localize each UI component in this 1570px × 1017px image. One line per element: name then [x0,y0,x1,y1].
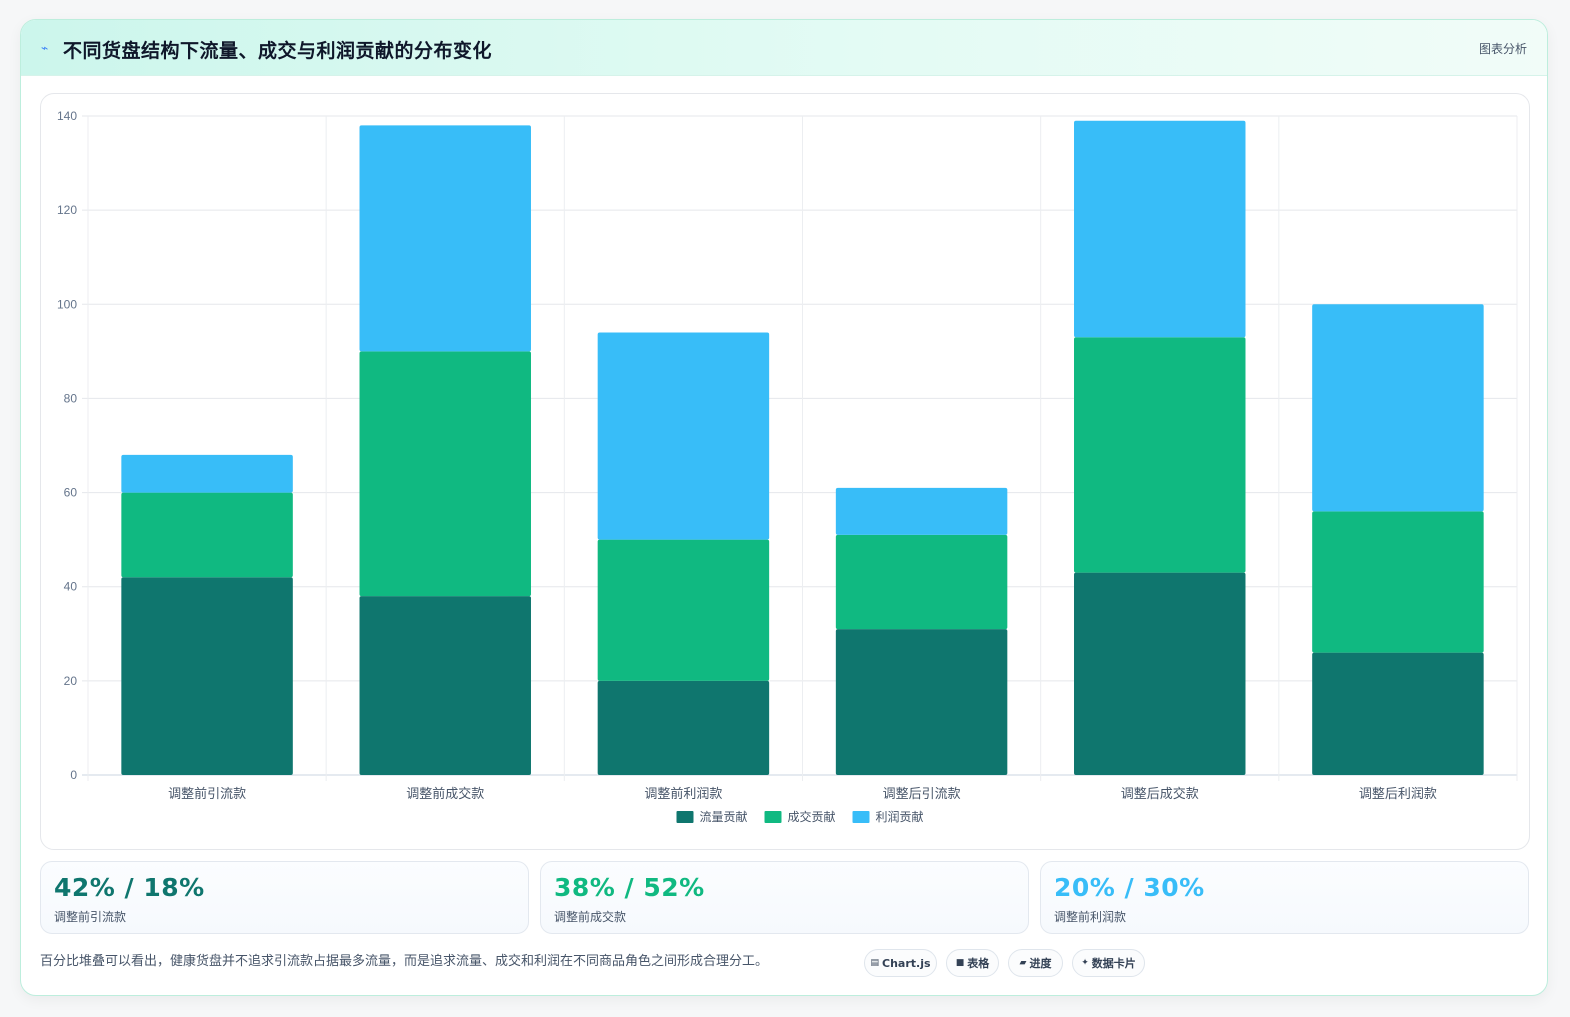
bar-segment [1074,120,1246,338]
bar-segment [121,492,293,578]
footnote: 百分比堆叠可以看出，健康货盘并不追求引流款占据最多流量，而是追求流量、成交和利润… [40,954,769,969]
tag-table[interactable]: ■ 表格 [946,949,999,977]
bar-segment [835,534,1008,630]
x-tick-label: 调整前利润款 [644,786,722,802]
x-tick-label: 调整后利润款 [1359,787,1437,802]
legend-label: 成交贡献 [788,809,836,824]
bar-segment [835,629,1008,775]
bar-segment [1074,337,1246,573]
stat-label-2: 调整前成交款 [554,910,627,924]
y-tick-label: 80 [64,391,78,405]
stat-label-3: 调整前利润款 [1054,910,1127,924]
stacked-bar-chart: 0 20 40 60 80 100 120 140 调整前引流款 调整前成交款 调整前利润款 调整后引… [57,109,1518,824]
y-tick-label: 20 [64,674,78,688]
tag-label: 进度 [1029,957,1052,970]
x-tick-label: 调整前引流款 [168,786,246,802]
tag-chartjs[interactable]: ▤ Chart.js [864,949,937,977]
chart-card: ⌁ 不同货盘结构下流量、成交与利润贡献的分布变化 图表分析 0 20 40 60 80 1… [20,19,1548,996]
stat-card-1: 42% / 18% 调整前引流款 [40,861,529,934]
y-tick-label: 0 [70,768,77,782]
y-tick-label: 40 [64,580,78,594]
bar-segment [1312,652,1484,775]
x-tick-label: 调整前成交款 [406,786,484,802]
chart-title: 不同货盘结构下流量、成交与利润贡献的分布变化 [63,40,493,62]
legend-swatch [852,811,870,823]
progress-icon: ▰ [1019,958,1027,968]
stat-label-1: 调整前引流款 [54,910,127,924]
legend-swatch [676,811,694,823]
bar-segment [359,125,531,352]
bar-segment [597,539,770,681]
chart-area: 0 20 40 60 80 100 120 140 调整前引流款 调整前成交款 调整前利润款 调整后引… [40,93,1530,850]
bar-segment [121,454,293,493]
bar-segment [121,577,293,775]
bar-segment [1312,511,1484,653]
stat-card-3: 20% / 30% 调整前利润款 [1040,861,1529,934]
stat-value-2: 38% / 52% [554,873,705,902]
legend-label: 流量贡献 [700,809,748,824]
tag-label: 表格 [967,957,990,970]
x-tick-label: 调整后引流款 [883,787,961,802]
chart-analysis-link[interactable]: 图表分析 [1478,42,1527,56]
tag-progress[interactable]: ▰ 进度 [1008,949,1063,977]
stat-card-2: 38% / 52% 调整前成交款 [540,861,1029,934]
table-icon: ■ [955,958,965,968]
tag-data-card[interactable]: ✦ 数据卡片 [1072,949,1145,977]
tag-label: Chart.js [882,956,931,970]
bar-segment [359,596,531,775]
y-tick-label: 140 [57,109,77,123]
y-tick-label: 60 [64,486,78,500]
stat-value-3: 20% / 30% [1054,873,1205,902]
bar-segment [1074,572,1246,775]
chart-icon: ▤ [870,958,879,968]
stat-value-1: 42% / 18% [54,873,205,902]
y-tick-label: 100 [57,297,77,311]
card-header: ⌁ 不同货盘结构下流量、成交与利润贡献的分布变化 图表分析 [21,20,1547,76]
bar-segment [597,680,770,775]
x-tick-label: 调整后成交款 [1121,786,1199,802]
legend-swatch [764,811,782,823]
bar-segment [359,351,531,597]
tag-label: 数据卡片 [1091,957,1136,970]
legend-label: 利润贡献 [876,809,924,824]
y-tick-label: 120 [57,203,77,217]
sparkle-icon: ✦ [1081,958,1089,968]
bar-segment [1312,304,1484,512]
chart-line-icon: ⌁ [41,41,49,55]
bar-segment [597,332,770,540]
bar-segment [835,487,1008,535]
